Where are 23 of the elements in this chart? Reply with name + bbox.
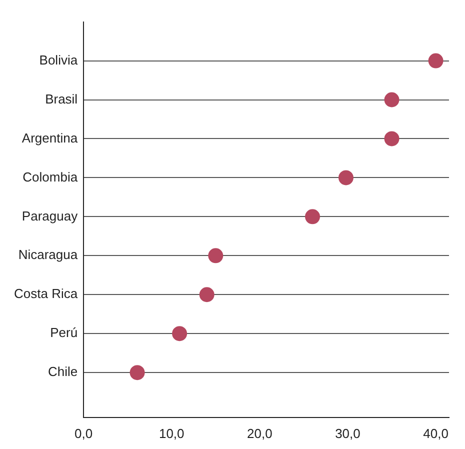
x-tick-label: 0,0 — [74, 426, 93, 441]
point — [384, 131, 400, 146]
x-tick-label: 40,0 — [423, 426, 448, 441]
y-tick-label: Colombia — [22, 169, 78, 184]
y-tick-label: Perú — [50, 325, 78, 340]
point — [384, 92, 400, 108]
point — [199, 287, 214, 302]
point — [428, 53, 444, 68]
point — [305, 209, 320, 224]
y-tick-label: Brasil — [45, 91, 78, 106]
y-tick-label: Bolivia — [39, 52, 78, 68]
x-tick-label: 20,0 — [247, 426, 272, 441]
y-tick-label: Costa Rica — [14, 286, 78, 302]
point — [130, 365, 145, 380]
y-tick-label: Argentina — [22, 130, 78, 146]
x-tick-label: 30,0 — [335, 426, 360, 441]
x-tick-label: 10,0 — [158, 426, 184, 441]
point — [172, 326, 188, 342]
y-tick-label: Nicaragua — [18, 247, 78, 262]
y-tick-label: Paraguay — [22, 208, 78, 224]
point — [208, 248, 224, 264]
y-tick-label: Chile — [48, 364, 78, 380]
point — [338, 170, 354, 186]
